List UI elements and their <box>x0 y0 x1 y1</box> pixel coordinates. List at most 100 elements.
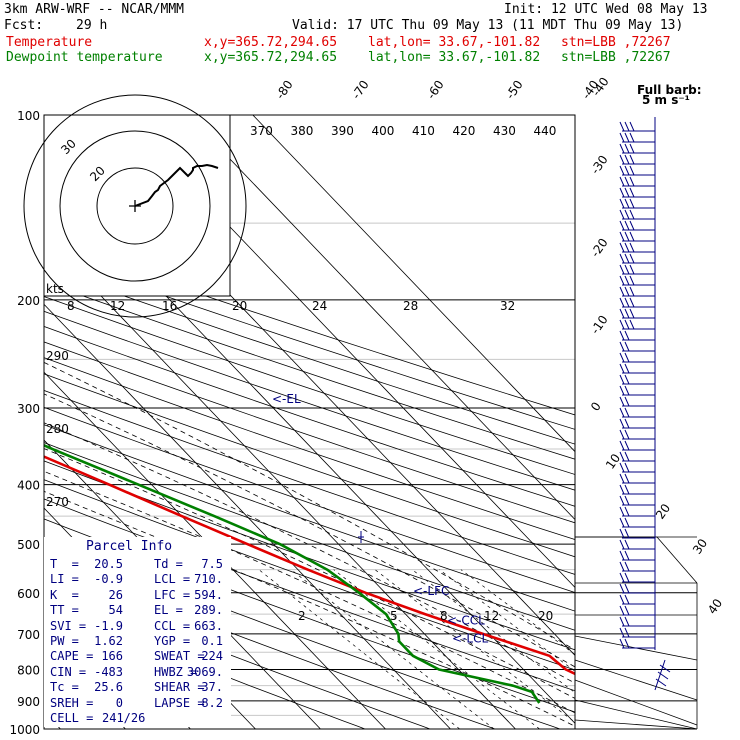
hodograph-trace <box>134 163 219 207</box>
forecast-hours: 29 h <box>76 18 108 33</box>
pressure-tick-label: 400 <box>17 479 40 493</box>
parcel-label: T = <box>50 557 79 571</box>
wind-barb <box>619 429 655 440</box>
parcel-label: Td = <box>154 557 183 571</box>
parcel-label: CELL = <box>50 711 94 725</box>
dry-adiabat-line <box>44 253 575 430</box>
dry-adiabat-line <box>44 424 575 612</box>
pressure-tick-label: 700 <box>17 628 40 642</box>
mixing-ratio-line <box>411 569 575 694</box>
wind-barb <box>654 659 671 691</box>
parcel-value: -483 <box>94 664 123 679</box>
dry-adiabat-line <box>44 460 575 651</box>
theta-tick-label: 420 <box>453 124 476 138</box>
wind-barb <box>619 231 655 242</box>
wind-barb <box>619 561 655 572</box>
parcel-value: 710. <box>194 572 223 587</box>
wind-barb <box>619 220 655 231</box>
pressure-tick-label: 600 <box>17 587 40 601</box>
parcel-value: 54 <box>108 603 123 618</box>
wind-barb <box>619 132 655 143</box>
parcel-label: LCL = <box>154 572 191 587</box>
dewpoint-station: stn=LBB ,72267 <box>561 50 671 65</box>
dewpoint-legend: Dewpoint temperature <box>6 50 163 65</box>
dewpoint-xy: x,y=365.72,294.65 <box>204 50 338 65</box>
temperature-trace <box>44 455 575 676</box>
parcel-info-title: Parcel Info <box>86 539 173 554</box>
theta-tick-label: 270 <box>46 495 69 509</box>
wind-barb <box>619 209 655 220</box>
wind-barb <box>619 517 655 528</box>
temperature-station: stn=LBB ,72267 <box>561 35 671 50</box>
parcel-value: 3069. <box>186 664 223 679</box>
dry-adiabat-line <box>44 442 575 631</box>
wind-barb <box>619 363 655 374</box>
mixing-ratio-tick-label: 12 <box>110 299 125 313</box>
dry-adiabat-line <box>44 310 575 491</box>
wind-barb <box>619 154 655 165</box>
theta-tick-label: 370 <box>250 124 273 138</box>
parcel-label: SREH = <box>50 695 94 710</box>
temperature-tick-label: -70 <box>349 78 372 102</box>
dry-adiabat-line <box>44 296 575 475</box>
parcel-label: LFC = <box>154 587 191 602</box>
temperature-tick-label: -60 <box>424 78 447 102</box>
parcel-label: LI = <box>50 572 79 587</box>
wing-grid-line <box>574 699 698 730</box>
full-barb-label: Full barb: <box>637 83 702 97</box>
temperature-tick-label: -80 <box>273 78 296 102</box>
wind-barb <box>619 385 655 396</box>
parcel-label: CCL = <box>154 618 191 633</box>
parcel-value: 8.2 <box>201 695 223 710</box>
theta-tick-label: 430 <box>493 124 516 138</box>
parcel-label: SWEAT = <box>154 649 205 664</box>
pressure-tick-label: 500 <box>17 538 40 552</box>
parcel-value: -1.9 <box>94 618 123 633</box>
wing-grid-line <box>574 719 698 730</box>
mixing-ratio-line <box>333 569 540 729</box>
wing-grid-line <box>574 659 698 701</box>
wind-barb <box>619 121 655 132</box>
parcel-label: EL = <box>154 603 183 618</box>
dry-adiabat-line <box>44 326 575 507</box>
moist-adiabat-line <box>44 393 575 668</box>
wind-barb <box>619 264 655 275</box>
dry-adiabat-line <box>44 406 575 593</box>
mixing-ratio-tick-label: 5 <box>390 609 398 623</box>
wind-barb <box>619 594 655 605</box>
isotherm-line <box>44 235 517 729</box>
dry-adiabat-line <box>44 604 367 729</box>
dry-adiabat-line <box>44 479 575 671</box>
pressure-tick-label: 1000 <box>9 723 40 737</box>
parcel-value: -0.9 <box>94 572 123 587</box>
wind-barb <box>619 638 655 649</box>
wind-barb <box>619 484 655 495</box>
parcel-value: 0 <box>115 695 123 710</box>
model-title: 3km ARW-WRF -- NCAR/MMM <box>4 2 185 17</box>
mixing-ratio-tick-label: 12 <box>484 609 499 623</box>
wind-barb <box>619 330 655 341</box>
level-label: <-CCL <box>447 613 485 627</box>
wind-barb <box>619 352 655 363</box>
dewpoint-latlon: lat,lon= 33.67,-101.82 <box>368 50 541 65</box>
parcel-label: SHEAR = <box>154 680 205 695</box>
wind-barb <box>619 165 655 176</box>
mixing-ratio-tick-label: 8 <box>67 299 75 313</box>
mixing-ratio-tick-label: 16 <box>162 299 177 313</box>
temperature-tick-label: -50 <box>503 78 526 102</box>
wind-barb <box>619 341 655 352</box>
level-label: <-LCL <box>452 632 488 646</box>
isotherm-line <box>0 87 8 740</box>
parcel-value: 25.6 <box>94 680 123 695</box>
wind-barb <box>619 539 655 550</box>
hodograph-ring <box>59 130 211 282</box>
plot-frame <box>43 114 576 730</box>
parcel-label: TT = <box>50 603 79 618</box>
theta-tick-label: 290 <box>46 349 69 363</box>
wind-barb <box>619 242 655 253</box>
mixing-ratio-tick-label: 32 <box>500 299 515 313</box>
parcel-label: PW = <box>50 634 79 648</box>
parcel-value: 289. <box>194 603 223 618</box>
mixing-ratio-tick-label: 24 <box>312 299 327 313</box>
